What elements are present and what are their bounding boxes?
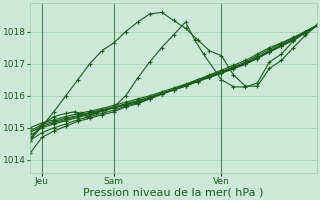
X-axis label: Pression niveau de la mer( hPa ): Pression niveau de la mer( hPa ) [84,187,264,197]
